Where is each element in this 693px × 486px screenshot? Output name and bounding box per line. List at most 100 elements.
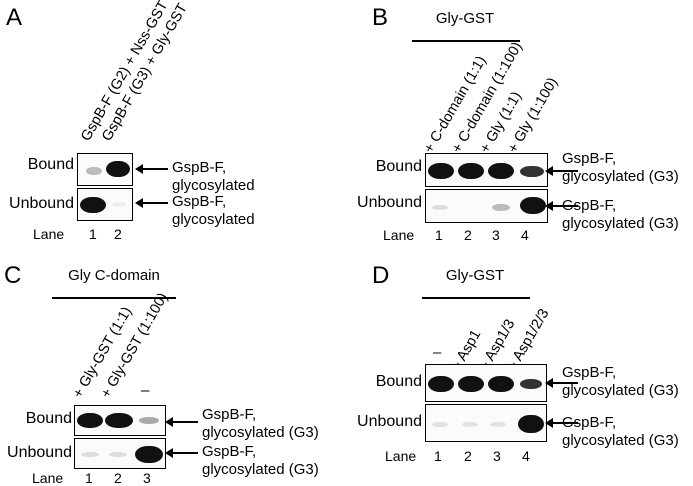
header-rule <box>412 40 520 42</box>
desc-line: GspB-F, <box>562 150 617 167</box>
arrow-left-icon <box>545 166 578 175</box>
unbound-label: Unbound <box>9 195 74 212</box>
lane-number: 2 <box>464 448 472 464</box>
gel-unbound <box>425 189 548 223</box>
band <box>432 422 448 427</box>
desc-line: GspB-F, <box>562 414 617 431</box>
band <box>86 167 102 175</box>
bound-label: Bound <box>375 158 422 175</box>
unbound-label: Unbound <box>357 413 422 430</box>
unbound-description: GspB-F, glycosylated (G3) <box>202 443 319 479</box>
lane-label: Lane <box>383 227 415 243</box>
bound-label: Bound <box>25 410 72 427</box>
gel-bound <box>425 364 547 402</box>
panel-letter: B <box>372 4 389 31</box>
lane-number: 1 <box>85 470 93 486</box>
lane-number: 4 <box>522 448 530 464</box>
arrow-left-icon <box>545 418 578 427</box>
band <box>135 446 163 463</box>
desc-line: glycosylated (G3) <box>562 382 679 399</box>
band <box>492 204 510 211</box>
header-rule <box>52 297 176 299</box>
band <box>488 376 514 392</box>
lane-number: 1 <box>434 448 442 464</box>
band <box>105 413 133 428</box>
band <box>520 379 542 389</box>
gel-unbound <box>425 404 547 442</box>
desc-line: GspB-F, <box>202 406 257 423</box>
panel-letter: D <box>372 262 390 289</box>
bound-label: Bound <box>27 156 74 173</box>
band <box>520 166 544 177</box>
unbound-description: GspB-F, glycosylated <box>172 193 255 229</box>
desc-line: glycosylated (G3) <box>202 424 319 441</box>
panel-letter: A <box>6 4 23 31</box>
lane-number: 2 <box>464 227 472 243</box>
gel-bound <box>74 405 166 436</box>
band <box>81 452 99 457</box>
lane-number: 3 <box>493 448 501 464</box>
desc-line: GspB-F, <box>562 364 617 381</box>
band <box>80 197 106 213</box>
lane-number: 4 <box>521 227 529 243</box>
condition-header: Gly-GST <box>445 267 505 284</box>
desc-line: GspB-F, <box>172 193 227 210</box>
lane-label: Lane <box>32 470 64 486</box>
band <box>432 205 448 210</box>
bound-description: GspB-F, glycosylated <box>172 159 255 195</box>
lane-number: 2 <box>114 226 122 242</box>
desc-line: glycosylated (G3) <box>562 432 679 449</box>
arrow-left-icon <box>165 417 198 426</box>
band <box>458 376 484 392</box>
header-rule <box>422 297 530 299</box>
band <box>488 163 514 179</box>
bound-description: GspB-F, glycosylated (G3) <box>202 406 319 442</box>
lane-number: 2 <box>114 470 122 486</box>
unbound-label: Unbound <box>357 194 422 211</box>
lane-label: Lane <box>33 226 65 242</box>
lane-header-1: – <box>433 344 442 361</box>
desc-line: glycosylated <box>172 211 255 228</box>
bound-label: Bound <box>375 373 422 390</box>
condition-header: Gly C-domain <box>68 267 160 284</box>
band <box>520 197 546 214</box>
unbound-description: GspB-F, glycosylated (G3) <box>562 197 679 233</box>
desc-line: GspB-F, <box>202 443 257 460</box>
band <box>77 413 103 428</box>
arrow-left-icon <box>135 198 168 207</box>
bound-description: GspB-F, glycosylated (G3) <box>562 364 679 400</box>
band <box>106 161 130 177</box>
condition-header: Gly-GST <box>435 10 495 27</box>
desc-line: GspB-F, <box>172 159 227 176</box>
band <box>490 422 506 427</box>
band <box>139 417 159 424</box>
panel-letter: C <box>4 262 22 289</box>
band <box>428 376 454 392</box>
gel-bound <box>425 153 548 187</box>
lane-header-3: – <box>141 382 150 399</box>
band <box>462 422 478 427</box>
gel-unbound <box>77 188 133 221</box>
band <box>518 415 544 433</box>
gel-bound <box>77 153 133 186</box>
gel-unbound <box>74 438 166 469</box>
arrow-left-icon <box>165 448 198 457</box>
lane-number: 1 <box>435 227 443 243</box>
desc-line: glycosylated <box>172 177 255 194</box>
lane-number: 3 <box>143 470 151 486</box>
band <box>428 163 454 179</box>
unbound-label: Unbound <box>7 444 72 461</box>
arrow-left-icon <box>135 164 168 173</box>
desc-line: GspB-F, <box>562 197 617 214</box>
desc-line: glycosylated (G3) <box>202 461 319 478</box>
desc-line: glycosylated (G3) <box>562 168 679 185</box>
bound-description: GspB-F, glycosylated (G3) <box>562 150 679 186</box>
lane-label: Lane <box>385 448 417 464</box>
desc-line: glycosylated (G3) <box>562 215 679 232</box>
band <box>109 452 127 457</box>
lane-number: 1 <box>89 226 97 242</box>
arrow-left-icon <box>545 378 578 387</box>
lane-number: 3 <box>492 227 500 243</box>
band <box>458 163 484 179</box>
band <box>112 202 126 207</box>
